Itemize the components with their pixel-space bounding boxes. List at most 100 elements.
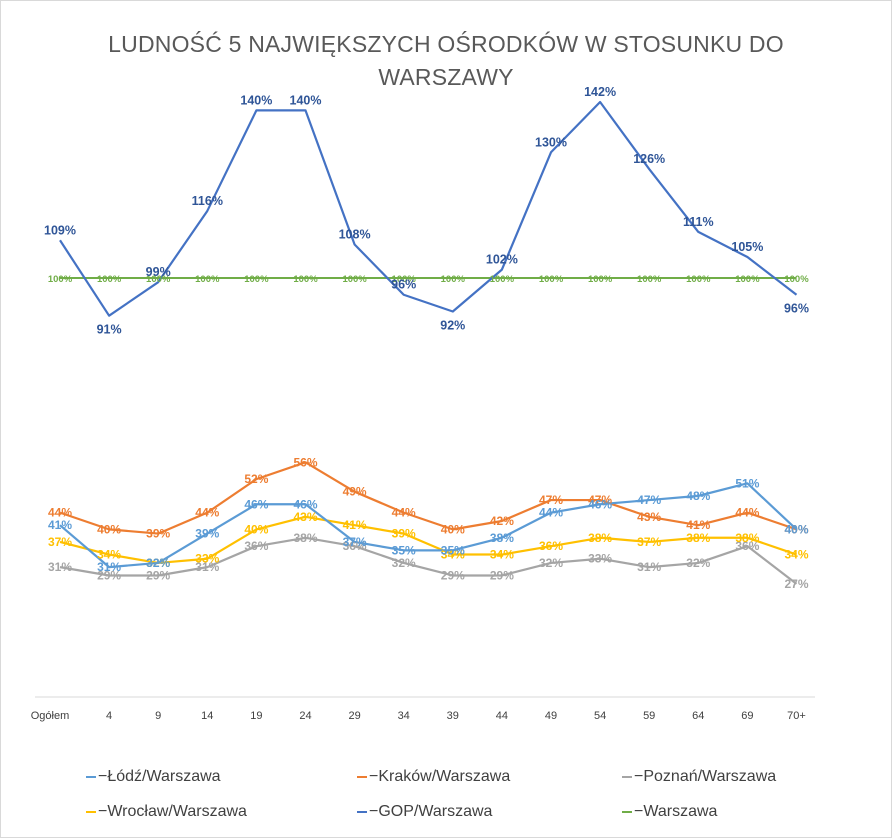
legend-swatch bbox=[86, 811, 96, 813]
data-label: 31% bbox=[97, 560, 121, 574]
line-chart: 100% 100% 100% 100% 100% 100% 100% 100% 100% 100%… bbox=[31, 85, 815, 722]
x-tick-label: 49 bbox=[545, 710, 557, 722]
data-label: 39% bbox=[195, 527, 219, 541]
chart-legend: − Łódź/Warszawa − Kraków/Warszawa − Poznań/Wa… bbox=[0, 760, 892, 830]
data-label: 116% bbox=[192, 194, 223, 208]
series-line-1 bbox=[59, 461, 797, 535]
legend-dash-glyph: − bbox=[369, 768, 379, 785]
data-label: 39% bbox=[392, 527, 416, 541]
x-tick-label: 59 bbox=[643, 710, 655, 722]
data-label: 31% bbox=[195, 560, 219, 574]
data-label: 37% bbox=[343, 535, 367, 549]
legend-item: − Łódź/Warszawa bbox=[86, 764, 221, 790]
legend-item: − GOP/Warszawa bbox=[357, 799, 492, 825]
data-label: 100% bbox=[48, 274, 73, 285]
data-label: 41% bbox=[343, 518, 367, 532]
data-label: 33% bbox=[195, 552, 219, 566]
data-label: 100% bbox=[588, 274, 613, 285]
x-tick-label: 24 bbox=[299, 710, 311, 722]
data-label: 102% bbox=[486, 253, 518, 267]
legend-dash-glyph: − bbox=[369, 803, 379, 820]
x-tick-label: 4 bbox=[106, 710, 112, 722]
data-label: 56% bbox=[293, 455, 317, 469]
data-label: 36% bbox=[343, 539, 367, 553]
legend-item: − Poznań/Warszawa bbox=[622, 764, 776, 790]
data-label: 32% bbox=[146, 556, 170, 570]
x-tick-label: 39 bbox=[447, 710, 459, 722]
data-label: 109% bbox=[44, 223, 76, 237]
data-label: 44% bbox=[539, 506, 563, 520]
data-label: 100% bbox=[735, 274, 760, 285]
data-labels: 100% 100% 100% 100% 100% 100% 100% 100% 100% 100%… bbox=[44, 85, 809, 591]
x-tick-label: 9 bbox=[155, 710, 161, 722]
data-label: 42% bbox=[490, 514, 514, 528]
legend-swatch bbox=[622, 776, 632, 778]
legend-dash-glyph: − bbox=[634, 803, 644, 820]
legend-swatch bbox=[357, 811, 367, 813]
data-label: 100% bbox=[392, 274, 417, 285]
data-label: 142% bbox=[584, 85, 616, 99]
legend-dash-glyph: − bbox=[98, 768, 108, 785]
data-label: 108% bbox=[339, 227, 371, 241]
data-label: 130% bbox=[535, 135, 567, 149]
data-label: 100% bbox=[539, 274, 564, 285]
data-label: 100% bbox=[293, 274, 318, 285]
data-label: 49% bbox=[343, 485, 367, 499]
data-label: 96% bbox=[784, 302, 809, 316]
data-label: 37% bbox=[637, 535, 661, 549]
legend-item: − Warszawa bbox=[622, 799, 717, 825]
data-label: 46% bbox=[588, 497, 612, 511]
x-tick-label: 34 bbox=[398, 710, 410, 722]
data-label: 44% bbox=[735, 506, 759, 520]
data-label: 32% bbox=[392, 556, 416, 570]
data-label: 47% bbox=[588, 493, 612, 507]
data-label: 43% bbox=[293, 510, 317, 524]
data-label: 46% bbox=[244, 497, 268, 511]
data-label: 29% bbox=[441, 568, 465, 582]
series-line-0 bbox=[59, 482, 798, 569]
data-label: 100% bbox=[784, 274, 809, 285]
legend-dash-glyph: − bbox=[634, 768, 644, 785]
series-lines bbox=[59, 100, 798, 585]
x-tick-label: 19 bbox=[250, 710, 262, 722]
data-label: 40% bbox=[784, 522, 808, 536]
series-line-4 bbox=[59, 100, 798, 317]
data-label: 31% bbox=[637, 560, 661, 574]
legend-swatch bbox=[357, 776, 367, 778]
data-label: 91% bbox=[97, 323, 122, 337]
data-label: 40% bbox=[97, 522, 121, 536]
data-label: 38% bbox=[735, 531, 759, 545]
data-label: 52% bbox=[244, 472, 268, 486]
data-label: 44% bbox=[195, 506, 219, 520]
data-label: 100% bbox=[441, 274, 466, 285]
legend-label: Łódź/Warszawa bbox=[107, 768, 221, 785]
x-tick-label: 69 bbox=[741, 710, 753, 722]
data-label: 92% bbox=[440, 319, 465, 333]
data-label: 36% bbox=[735, 539, 759, 553]
x-tick-labels: Ogółem 4 9 14 19 24 29 34 39 44 49 54 59 64 69 70+ bbox=[31, 710, 806, 722]
data-label: 32% bbox=[539, 556, 563, 570]
data-label: 47% bbox=[539, 493, 563, 507]
data-label: 31% bbox=[48, 560, 72, 574]
x-tick-label: 54 bbox=[594, 710, 606, 722]
data-label: 44% bbox=[392, 506, 416, 520]
series-line-2 bbox=[59, 536, 798, 585]
chart-title: LUDNOŚĆ 5 NAJWIĘKSZYCH OŚRODKÓW W STOSUN… bbox=[108, 31, 784, 90]
data-label: 27% bbox=[784, 577, 808, 591]
legend-label: GOP/Warszawa bbox=[378, 803, 493, 820]
data-label: 100% bbox=[342, 274, 367, 285]
legend-label: Kraków/Warszawa bbox=[378, 768, 511, 785]
data-label: 35% bbox=[441, 543, 465, 557]
data-label: 32% bbox=[686, 556, 710, 570]
data-label: 29% bbox=[97, 568, 121, 582]
data-label: 105% bbox=[731, 240, 763, 254]
data-label: 46% bbox=[293, 497, 317, 511]
data-label: 96% bbox=[391, 278, 416, 292]
x-tick-label: 70+ bbox=[787, 710, 806, 722]
data-label: 32% bbox=[146, 556, 170, 570]
x-tick-label: 44 bbox=[496, 710, 508, 722]
data-label: 38% bbox=[686, 531, 710, 545]
data-label: 51% bbox=[735, 476, 759, 490]
data-label: 40% bbox=[244, 522, 268, 536]
